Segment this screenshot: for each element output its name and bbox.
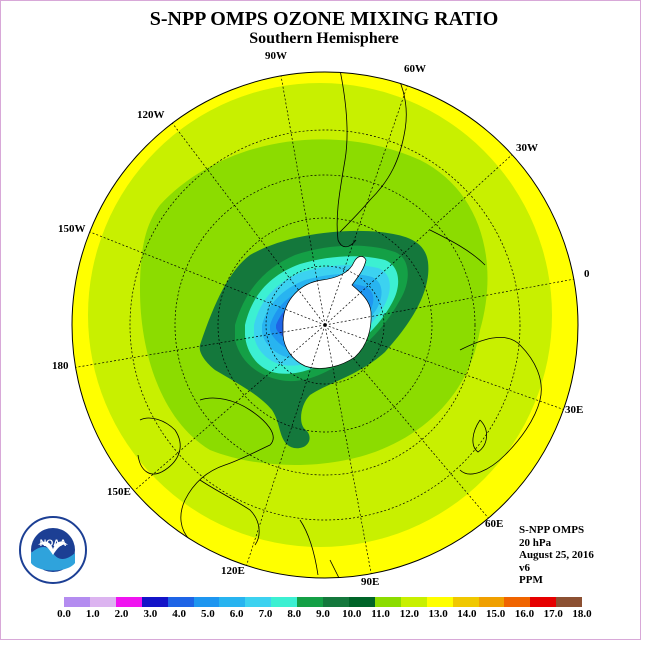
- coastlines: [137, 72, 542, 578]
- colorbar-tick-label: 7.0: [258, 608, 273, 620]
- antarctica: [282, 256, 372, 369]
- colorbar-tick-label: 13.0: [428, 608, 448, 620]
- colorbar-segment: [426, 597, 453, 607]
- lon-label-150e: 150E: [107, 486, 131, 498]
- colorbar-tick-label: 5.0: [201, 608, 215, 620]
- colorbar-tick-label: 11.0: [371, 608, 390, 620]
- colorbar-tick-label: 18.0: [572, 608, 592, 620]
- lon-label-60e: 60E: [485, 518, 504, 530]
- colorbar-segment: [452, 597, 479, 607]
- colorbar-tick-label: 0.0: [57, 608, 71, 620]
- lon-label-150w: 150W: [58, 223, 86, 235]
- lon-label-180: 180: [52, 360, 69, 372]
- colorbar-segment: [193, 597, 220, 607]
- info-satellite: S-NPP OMPS: [519, 524, 585, 536]
- map-title: S-NPP OMPS OZONE MIXING RATIO: [149, 8, 499, 30]
- colorbar-ticks: 0.0 1.0 2.0 3.0 4.0 5.0 6.0 7.0 8.0 9.0 10.0 11.0 12…: [44, 608, 604, 622]
- colorbar-segment: [245, 597, 272, 607]
- lon-label-30w: 30W: [516, 142, 538, 154]
- colorbar-segment: [400, 597, 427, 607]
- info-units: PPM: [519, 574, 543, 586]
- lon-label-0: 0: [584, 268, 590, 280]
- lon-label-120w: 120W: [137, 109, 165, 121]
- south-pole-marker: [323, 323, 327, 327]
- colorbar-segment: [89, 597, 116, 607]
- colorbar-tick-label: 8.0: [287, 608, 302, 620]
- ozone-field: [72, 72, 578, 578]
- colorbar-tick-label: 10.0: [342, 608, 362, 620]
- colorbar-segment: [323, 597, 349, 607]
- colorbar-tick-label: 6.0: [229, 608, 244, 620]
- colorbar-segment: [374, 597, 401, 607]
- colorbar-tick-label: 9.0: [316, 608, 330, 620]
- colorbar-segment: [271, 597, 298, 607]
- colorbar-segment: [297, 597, 324, 607]
- colorbar-segment: [348, 597, 375, 607]
- colorbar-tick-label: 4.0: [172, 608, 186, 620]
- colorbar-tick-label: 3.0: [143, 608, 158, 620]
- colorbar-tick-label: 1.0: [85, 608, 100, 620]
- noaa-logo-text: NOAA: [40, 538, 67, 548]
- colorbar-segment: [141, 597, 168, 607]
- colorbar-tick-label: 16.0: [514, 608, 535, 620]
- colorbar: [64, 597, 583, 607]
- noaa-logo: NOAA: [19, 516, 87, 584]
- lon-label-90w: 90W: [265, 50, 287, 62]
- colorbar-segment: [64, 597, 90, 607]
- colorbar-tick-label: 2.0: [114, 608, 129, 620]
- colorbar-segment: [478, 597, 505, 607]
- colorbar-segment: [556, 597, 583, 607]
- colorbar-tick-label: 15.0: [486, 608, 506, 620]
- info-date: August 25, 2016: [519, 549, 594, 561]
- info-pressure-level: 20 hPa: [519, 536, 552, 549]
- lon-label-90e: 90E: [361, 576, 380, 588]
- lon-label-60w: 60W: [404, 63, 426, 75]
- colorbar-segment: [504, 597, 531, 607]
- info-version: v6: [519, 561, 530, 574]
- info-block: S-NPP OMPS 20 hPa August 25, 2016 v6 PPM: [519, 524, 594, 587]
- colorbar-segment: [219, 597, 246, 607]
- map-subtitle: Southern Hemisphere: [249, 30, 399, 47]
- colorbar-segment: [530, 597, 557, 607]
- colorbar-segment: [167, 597, 194, 607]
- colorbar-tick-label: 14.0: [457, 608, 477, 620]
- graticule: [72, 72, 578, 578]
- colorbar-tick-label: 17.0: [543, 608, 563, 620]
- lon-label-30e: 30E: [565, 404, 584, 416]
- lon-label-120e: 120E: [221, 565, 245, 577]
- colorbar-segment: [115, 597, 142, 607]
- colorbar-tick-label: 12.0: [399, 608, 419, 620]
- map-boundary: [71, 71, 579, 579]
